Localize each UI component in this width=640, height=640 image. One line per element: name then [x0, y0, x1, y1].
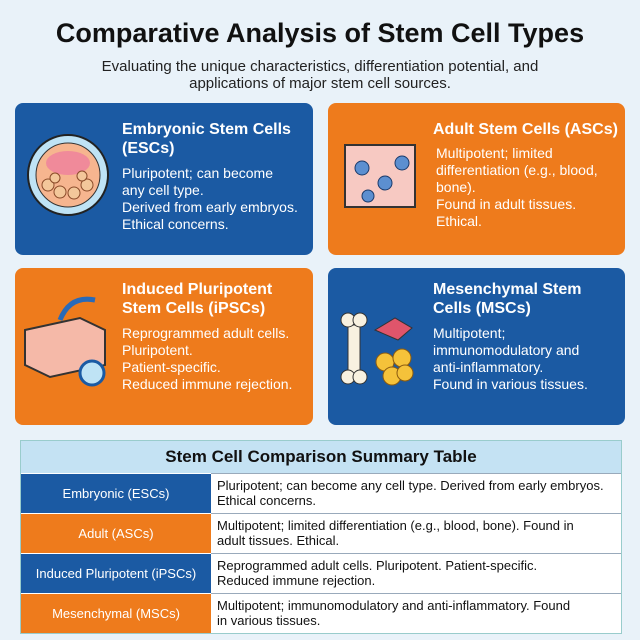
card-title: Embryonic Stem Cells — [122, 121, 291, 138]
row-divider — [211, 553, 621, 554]
card-title: Adult Stem Cells (ASCs) — [433, 121, 618, 138]
card — [328, 268, 625, 425]
card-text: Patient-specific. — [122, 359, 221, 375]
card-text: Pluripotent; can become — [122, 165, 273, 181]
card-text: Ethical. — [436, 213, 482, 229]
row-divider — [211, 473, 621, 474]
icons — [24, 134, 416, 387]
card-title: Mesenchymal Stem — [433, 281, 582, 298]
row-label: Induced Pluripotent (iPSCs) — [21, 553, 211, 593]
row-text: Pluripotent; can become any cell type. D… — [217, 478, 604, 493]
card-text: immunomodulatory and — [433, 342, 580, 358]
card-text: Multipotent; — [433, 325, 506, 341]
card-text: Ethical concerns. — [122, 216, 229, 232]
row-text: Multipotent; immunomodulatory and anti-i… — [217, 598, 571, 613]
card-title: Cells (MSCs) — [433, 300, 531, 317]
row-divider — [211, 513, 621, 514]
page-title: Comparative Analysis of Stem Cell Types — [55, 18, 585, 48]
card-text: Multipotent; limited — [436, 145, 553, 161]
subtitle: applications of major stem cell sources. — [189, 75, 451, 92]
row-text: adult tissues. Ethical. — [217, 533, 340, 548]
summary-table: Stem Cell Comparison Summary Table Embry… — [20, 440, 622, 634]
card-text: differentiation (e.g., blood, — [436, 162, 598, 178]
row-label: Mesenchymal (MSCs) — [21, 593, 211, 633]
subtitle: Evaluating the unique characteristics, d… — [101, 58, 539, 75]
card-text: bone). — [436, 179, 476, 195]
card-title: Induced Pluripotent — [122, 281, 273, 298]
row-text: Ethical concerns. — [217, 493, 316, 508]
card-text: Pluripotent. — [122, 342, 193, 358]
row-label: Adult (ASCs) — [21, 513, 211, 553]
card-text: Reduced immune rejection. — [122, 376, 293, 392]
row-text: in various tissues. — [217, 613, 321, 628]
row-divider — [211, 593, 621, 594]
card-text: anti-inflammatory. — [433, 359, 544, 375]
row-text: Reprogrammed adult cells. Pluripotent. P… — [217, 558, 538, 573]
card-title: (ESCs) — [122, 140, 175, 157]
card-text: Derived from early embryos. — [122, 199, 298, 215]
card-text: any cell type. — [122, 182, 204, 198]
table-title: Stem Cell Comparison Summary Table — [21, 441, 621, 473]
card-text: Found in adult tissues. — [436, 196, 577, 212]
row-text: Multipotent; limited differentiation (e.… — [217, 518, 574, 533]
card-title: Stem Cells (iPSCs) — [122, 300, 266, 317]
row-text: Reduced immune rejection. — [217, 573, 376, 588]
card-text: Found in various tissues. — [433, 376, 588, 392]
row-label: Embryonic (ESCs) — [21, 473, 211, 513]
card-text: Reprogrammed adult cells. — [122, 325, 290, 341]
